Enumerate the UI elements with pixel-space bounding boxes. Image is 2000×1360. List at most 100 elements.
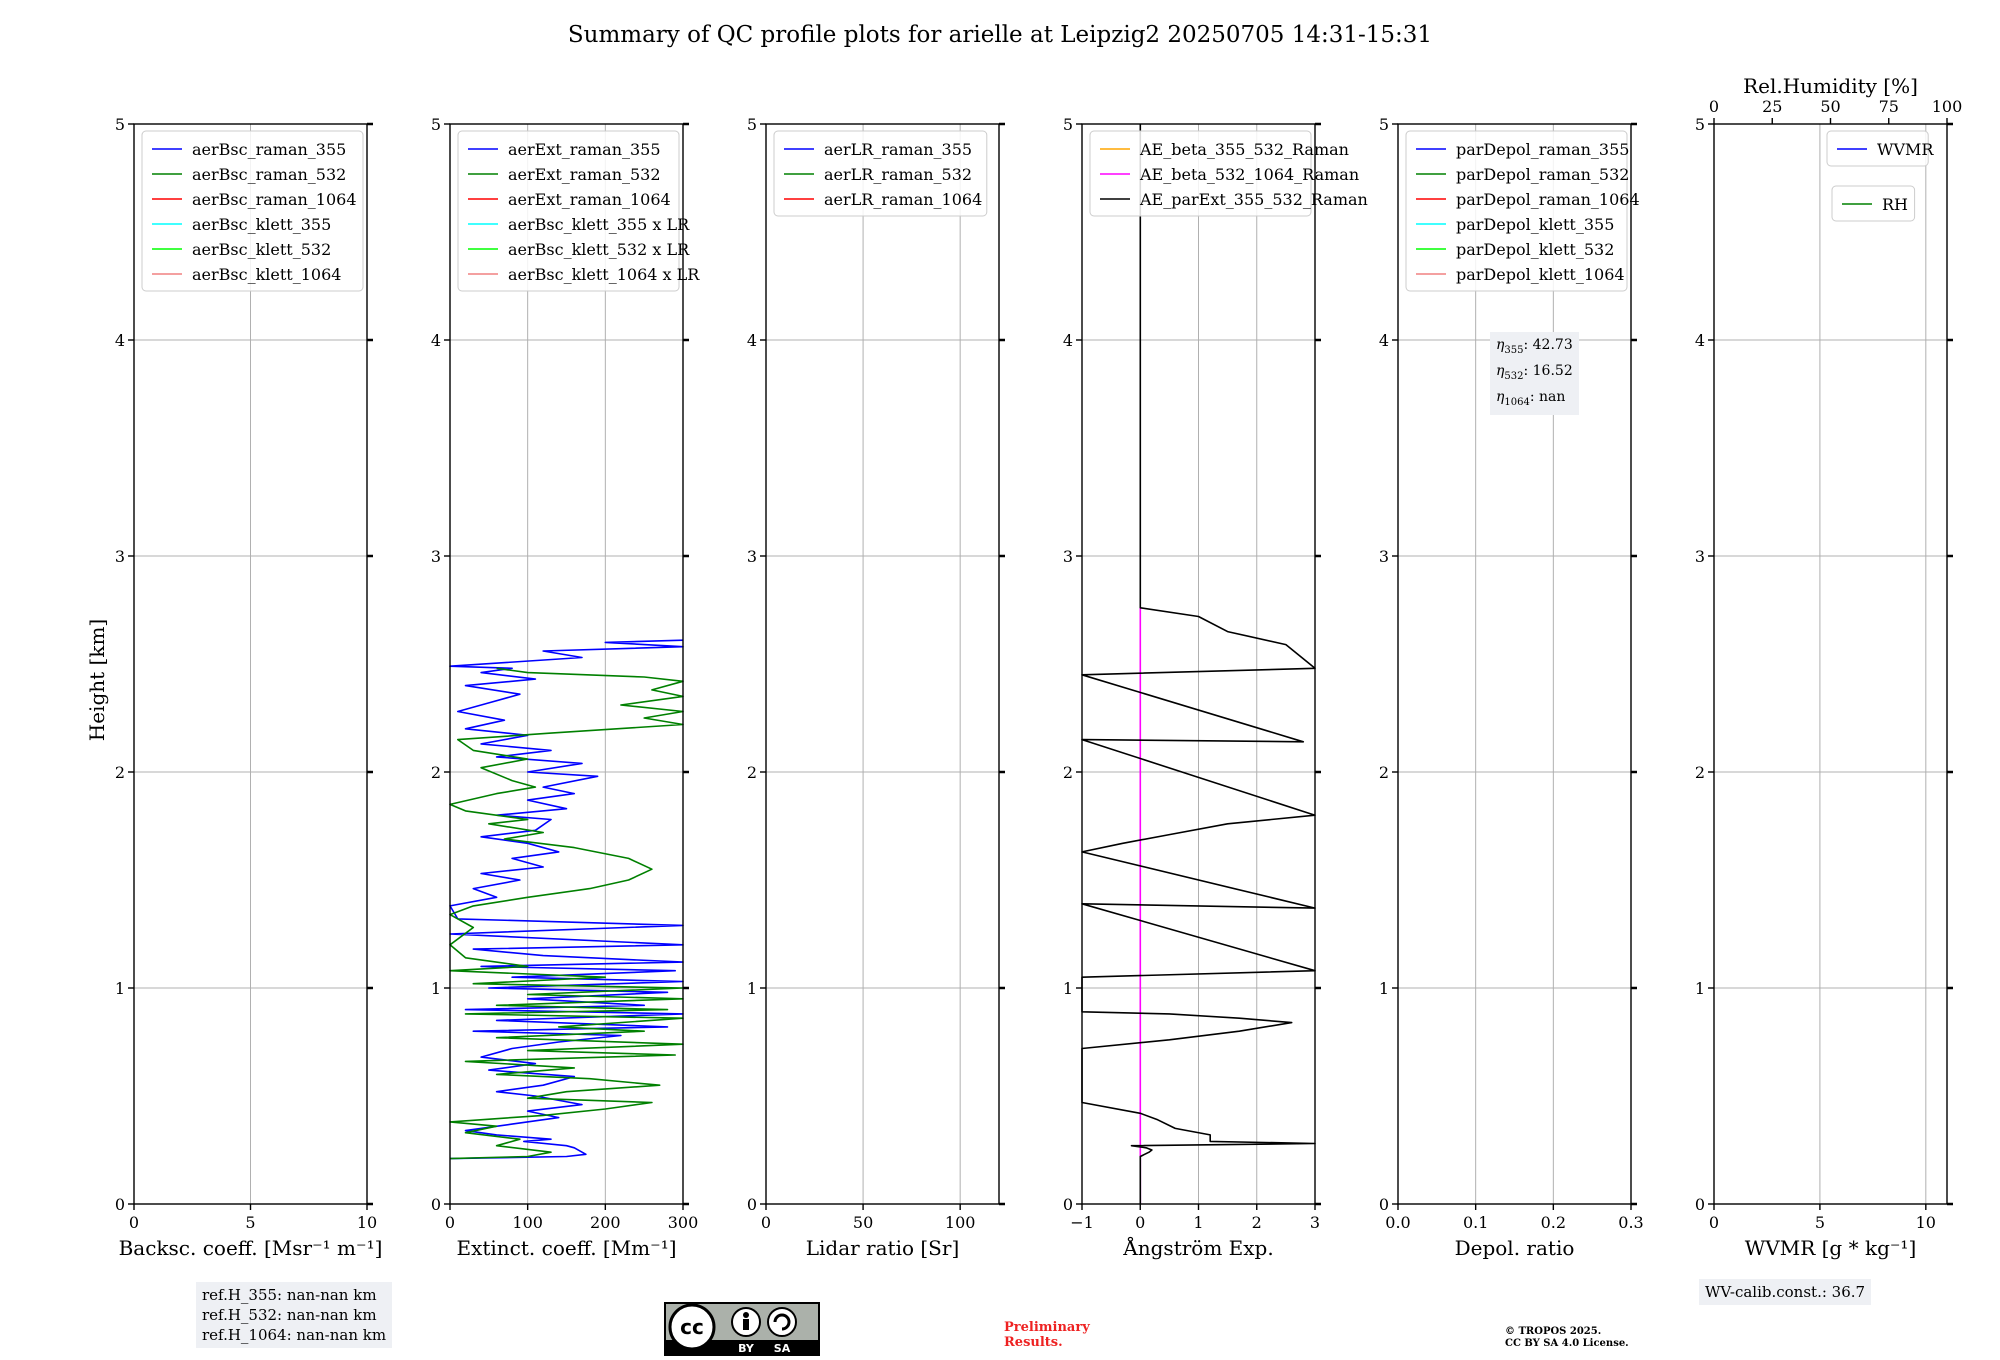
x-tick-label: 200 — [590, 1213, 621, 1232]
ref-h-1064: ref.H_1064: nan-nan km — [202, 1326, 387, 1344]
plot-frame — [765, 123, 1000, 1205]
y-tick-label: 0 — [115, 1195, 125, 1214]
x-tick-label: 3 — [1310, 1213, 1320, 1232]
legend-entry: AE_beta_532_1064_Raman — [1139, 165, 1359, 184]
y-tick-label: 0 — [1379, 1195, 1389, 1214]
x-tick-label: 0 — [445, 1213, 455, 1232]
legend-entry: AE_beta_355_532_Raman — [1139, 140, 1349, 159]
y-tick-label: 3 — [747, 547, 757, 566]
legend-entry: aerExt_raman_532 — [508, 165, 661, 184]
y-tick-label: 0 — [431, 1195, 441, 1214]
y-tick-label: 2 — [431, 763, 441, 782]
legend: aerExt_raman_355 aerExt_raman_532 aerExt_r… — [457, 130, 700, 292]
preliminary-line2: Results. — [1004, 1335, 1063, 1350]
eta-1064-value: : nan — [1529, 388, 1566, 405]
legend-entry: aerLR_raman_532 — [824, 165, 972, 184]
y-axis-label: Height [km] — [85, 619, 109, 741]
x-tick-label: 0 — [1135, 1213, 1145, 1232]
y-tick-label: 0 — [1695, 1195, 1705, 1214]
x-tick-label: −1 — [1070, 1213, 1094, 1232]
badge-by-label: BY — [738, 1342, 755, 1355]
x-tick-label: 0.1 — [1463, 1213, 1488, 1232]
legend-entry: RH — [1882, 195, 1908, 214]
attribution-body — [743, 1319, 749, 1330]
y-tick-label: 3 — [431, 547, 441, 566]
y-tick-label: 5 — [431, 115, 441, 134]
x-tick-label: 0 — [761, 1213, 771, 1232]
attribution-head — [743, 1312, 749, 1318]
legend-entry: aerBsc_klett_355 — [192, 215, 331, 234]
y-tick-label: 5 — [1063, 115, 1073, 134]
x-tick-label: 10 — [1916, 1213, 1936, 1232]
copyright-line2: CC BY SA 4.0 License. — [1505, 1338, 1629, 1349]
legend-frame — [1089, 130, 1312, 217]
y-tick-label: 4 — [431, 331, 441, 350]
legend-entry: parDepol_klett_355 — [1456, 215, 1614, 234]
x-tick-label: 100 — [512, 1213, 543, 1232]
y-tick-label: 0 — [1063, 1195, 1073, 1214]
legend-frame — [1826, 130, 1929, 167]
legend-entry: aerBsc_klett_532 x LR — [508, 240, 690, 259]
y-tick-label: 4 — [115, 331, 125, 350]
series-aerExt_raman_355 — [449, 639, 684, 1160]
legend-entry: parDepol_raman_355 — [1456, 140, 1629, 159]
panel-extinction: 0 1 2 3 4 5 0 100 200 300 Extinct. coeff. [Mm⁻¹] ae… — [431, 115, 700, 1260]
y-tick-label: 0 — [747, 1195, 757, 1214]
legend: aerLR_raman_355 aerLR_raman_532 aerLR_rama… — [773, 130, 988, 217]
legend-frame — [457, 130, 680, 292]
y-tick-label: 1 — [1063, 979, 1073, 998]
series-AE_parExt_355_532_Raman — [1081, 124, 1316, 1204]
legend: parDepol_raman_355 parDepol_raman_532 parD… — [1405, 130, 1640, 292]
x-tick-label: 0 — [1709, 1213, 1719, 1232]
ref-h-355: ref.H_355: nan-nan km — [202, 1286, 377, 1304]
y-tick-label: 4 — [747, 331, 757, 350]
legend-rh: RH — [1831, 185, 1916, 222]
wv-calib-box: WV-calib.const.: 36.7 — [1699, 1279, 1872, 1305]
wv-calib-text: WV-calib.const.: 36.7 — [1705, 1283, 1866, 1301]
panel-depol: 0 1 2 3 4 5 0.0 0.1 0.2 0.3 Depol. ratio parDepol_r… — [1379, 115, 1644, 1260]
figure-title: Summary of QC profile plots for arielle … — [568, 22, 1432, 48]
series-aerExt_raman_532 — [449, 667, 684, 1160]
y-tick-label: 2 — [747, 763, 757, 782]
legend-entry: aerBsc_klett_355 x LR — [508, 215, 690, 234]
x-tick-label: 0 — [129, 1213, 139, 1232]
y-tick-label: 1 — [747, 979, 757, 998]
preliminary-note: Preliminary Results. — [1004, 1320, 1090, 1350]
y-tick-label: 5 — [115, 115, 125, 134]
y-tick-label: 5 — [747, 115, 757, 134]
cc-by-sa-badge: cc BY SA — [664, 1302, 820, 1356]
y-tick-label: 3 — [115, 547, 125, 566]
x-tick-label: 5 — [245, 1213, 255, 1232]
legend-entry: aerBsc_raman_532 — [192, 165, 346, 184]
eta-355-value: : 42.73 — [1523, 337, 1573, 353]
y-tick-label: 1 — [115, 979, 125, 998]
y-tick-label: 3 — [1695, 547, 1705, 566]
y-tick-label: 2 — [115, 763, 125, 782]
top-axis-label: Rel.Humidity [%] — [1743, 74, 1918, 98]
panel-backscatter: 0 1 2 3 4 5 0 5 10 Backsc. coeff. [Msr⁻¹ m⁻¹] aerB… — [115, 115, 383, 1260]
x-axis-label: Lidar ratio [Sr] — [806, 1236, 960, 1260]
y-tick-label: 1 — [431, 979, 441, 998]
y-tick-label: 4 — [1379, 331, 1389, 350]
legend-entry: parDepol_klett_1064 — [1456, 265, 1625, 284]
legend-entry: aerBsc_klett_532 — [192, 240, 331, 259]
legend-entry: AE_parExt_355_532_Raman — [1139, 190, 1368, 209]
top-x-tick-label: 0 — [1709, 97, 1719, 116]
y-tick-label: 1 — [1695, 979, 1705, 998]
x-axis-label: Ångström Exp. — [1122, 1235, 1273, 1260]
y-tick-label: 3 — [1379, 547, 1389, 566]
top-x-tick-label: 75 — [1879, 97, 1899, 116]
x-axis-label: Extinct. coeff. [Mm⁻¹] — [456, 1236, 676, 1260]
top-x-tick-label: 100 — [1932, 97, 1963, 116]
legend: WVMR — [1826, 130, 1934, 167]
legend-entry: aerBsc_klett_1064 x LR — [508, 265, 700, 284]
eta-1064: η1064: nan — [1496, 388, 1566, 408]
copyright-line1: © TROPOS 2025. — [1505, 1326, 1602, 1337]
x-tick-label: 10 — [357, 1213, 377, 1232]
x-tick-label: 100 — [945, 1213, 976, 1232]
x-tick-label: 0.2 — [1541, 1213, 1566, 1232]
